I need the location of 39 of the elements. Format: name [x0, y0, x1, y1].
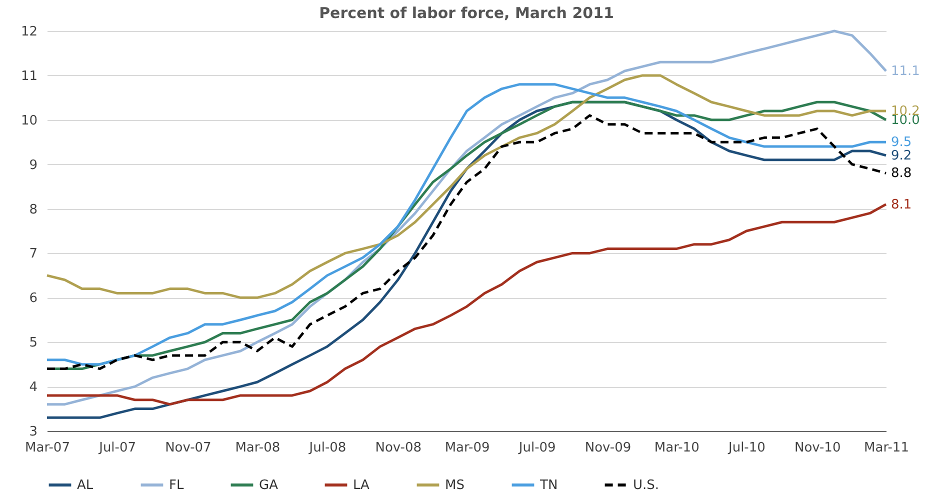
- line-series: [46, 203, 888, 406]
- y-tick-label: 10: [20, 113, 38, 128]
- line-series: [46, 74, 888, 299]
- line-series: [46, 30, 888, 406]
- legend-label: FL: [169, 478, 184, 493]
- legend-label: TN: [539, 478, 558, 493]
- chart-title: Percent of labor force, March 2011: [319, 4, 614, 22]
- x-tick-label: Mar-07: [25, 440, 70, 456]
- x-tick-label: Nov-10: [794, 440, 841, 456]
- x-tick-label: Nov-07: [165, 440, 212, 456]
- legend-label: AL: [77, 478, 94, 493]
- legend-label: GA: [259, 478, 278, 493]
- data-label: 9.2: [891, 148, 912, 164]
- x-tick-label: Mar-08: [235, 440, 280, 456]
- y-tick-label: 5: [29, 336, 38, 351]
- x-tick-label: Jul-10: [727, 440, 766, 456]
- data-label: 11.1: [891, 64, 920, 79]
- y-tick-label: 4: [29, 380, 38, 396]
- y-tick-label: 6: [29, 291, 38, 306]
- x-tick-label: Jul-09: [518, 440, 556, 456]
- x-tick-label: Mar-10: [654, 440, 700, 456]
- x-tick-label: Mar-09: [444, 440, 490, 456]
- data-label: 8.1: [891, 197, 912, 212]
- y-tick-label: 8: [29, 202, 38, 218]
- x-tick-label: Jul-08: [308, 440, 346, 456]
- x-tick-label: Jul-07: [98, 440, 136, 456]
- y-tick-label: 9: [29, 158, 38, 173]
- data-label: 8.8: [891, 166, 912, 182]
- x-tick-label: Nov-08: [375, 440, 422, 456]
- y-tick-label: 3: [29, 424, 38, 440]
- legend-label: MS: [445, 478, 464, 493]
- x-tick-label: Nov-09: [584, 440, 632, 456]
- y-tick-label: 7: [29, 246, 38, 262]
- legend-label: U.S.: [633, 478, 660, 493]
- legend-label: LA: [353, 478, 370, 493]
- y-tick-label: 12: [20, 24, 38, 40]
- y-tick-label: 11: [20, 68, 38, 84]
- data-label: 9.5: [891, 135, 912, 150]
- x-tick-label: Mar-11: [864, 440, 909, 456]
